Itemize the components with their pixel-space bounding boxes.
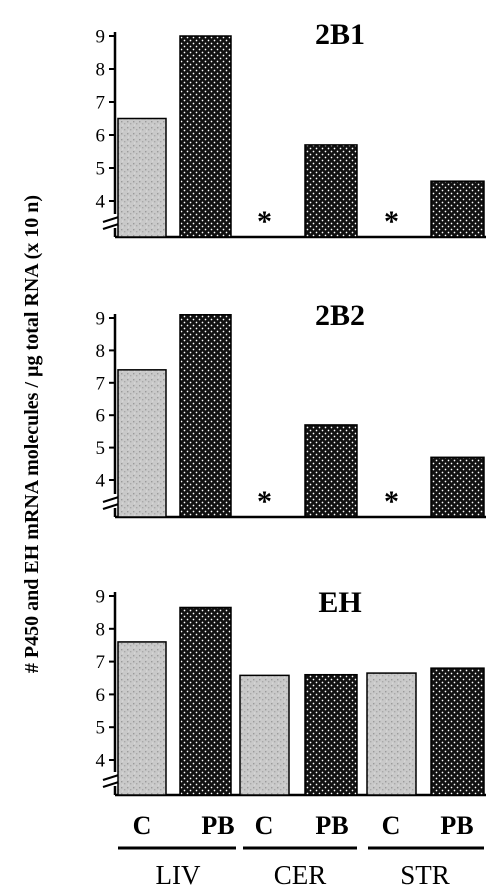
bar-pb-liv xyxy=(179,606,232,796)
y-tick-label: 4 xyxy=(96,192,106,213)
category-label: C xyxy=(255,811,274,840)
group-label-str: STR xyxy=(400,860,450,890)
bar-c-liv xyxy=(117,369,167,518)
panels: 2B1 4 5 6 7 8 9 * * 2B2 4 5 6 7 8 9 * * EH 4 5 6 7 8 9 xyxy=(96,18,486,797)
y-tick-label: 6 xyxy=(96,126,106,147)
category-label: C xyxy=(382,811,401,840)
y-tick-label: 4 xyxy=(96,471,106,492)
panel-title: 2B1 xyxy=(315,18,365,51)
bar-pb-str xyxy=(430,456,485,518)
bar-pb-str xyxy=(430,180,485,238)
y-tick-label: 8 xyxy=(96,60,106,81)
bar-pb-cer xyxy=(304,144,358,238)
bar-c-liv xyxy=(117,117,167,238)
y-tick-label: 4 xyxy=(96,751,106,772)
panel-title: 2B2 xyxy=(315,299,365,332)
y-tick-label: 5 xyxy=(96,159,106,180)
group-label-cer: CER xyxy=(274,860,327,890)
y-tick-label: 9 xyxy=(96,587,106,608)
bar-pb-str xyxy=(430,667,485,796)
bar-c-cer xyxy=(239,674,290,796)
y-tick-label: 7 xyxy=(96,93,106,114)
group-label-liv: LIV xyxy=(156,860,201,890)
not-detected-marker: * xyxy=(384,205,399,238)
not-detected-marker: * xyxy=(384,485,399,518)
not-detected-marker: * xyxy=(257,485,272,518)
y-tick-label: 8 xyxy=(96,619,106,640)
bar-c-liv xyxy=(117,641,167,796)
bar-c-str xyxy=(366,672,417,796)
y-axis-label: # P450 and EH mRNA molecules / µg total … xyxy=(21,195,43,673)
bar-pb-cer xyxy=(304,673,358,796)
panel-eh: EH 4 5 6 7 8 9 xyxy=(96,586,486,797)
y-tick-label: 5 xyxy=(96,438,106,459)
bar-pb-liv xyxy=(179,314,232,518)
group-labels: LIV CER STR xyxy=(156,860,450,890)
y-tick-label: 9 xyxy=(96,309,106,330)
y-tick-label: 6 xyxy=(96,406,106,427)
y-tick-label: 7 xyxy=(96,373,106,394)
y-tick-label: 6 xyxy=(96,685,106,706)
panel-title: EH xyxy=(318,586,361,619)
category-labels: C PB C PB C PB xyxy=(133,811,474,840)
category-label: PB xyxy=(315,811,348,840)
category-label: PB xyxy=(201,811,234,840)
y-tick-label: 9 xyxy=(96,27,106,48)
bar-pb-cer xyxy=(304,424,358,518)
category-label: C xyxy=(133,811,152,840)
bar-pb-liv xyxy=(179,35,232,238)
panel-2b2: 2B2 4 5 6 7 8 9 * * xyxy=(96,299,486,519)
y-tick-label: 5 xyxy=(96,718,106,739)
panel-2b1: 2B1 4 5 6 7 8 9 * * xyxy=(96,18,486,239)
not-detected-marker: * xyxy=(257,205,272,238)
y-tick-label: 8 xyxy=(96,341,106,362)
y-tick-label: 7 xyxy=(96,652,106,673)
category-label: PB xyxy=(440,811,473,840)
